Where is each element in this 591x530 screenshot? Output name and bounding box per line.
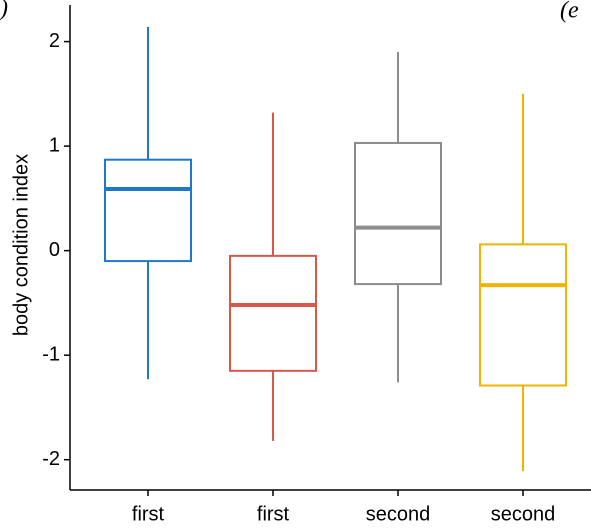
- x-tick-label: first: [257, 503, 290, 525]
- y-tick-label: 2: [49, 30, 60, 52]
- panel-label: ): [0, 0, 8, 22]
- box: [229, 254, 317, 372]
- x-tick-label: second: [366, 503, 431, 525]
- y-axis-label: body condition index: [10, 154, 32, 336]
- y-tick-label: -1: [42, 343, 60, 365]
- y-tick-label: -2: [42, 448, 60, 470]
- y-tick-label: 1: [49, 134, 60, 156]
- y-tick-label: 0: [49, 239, 60, 261]
- x-tick-label: second: [491, 503, 556, 525]
- box: [354, 141, 442, 286]
- box: [104, 158, 192, 263]
- box: [479, 243, 567, 387]
- x-tick-label: first: [132, 503, 165, 525]
- panel-label: (e: [560, 0, 579, 24]
